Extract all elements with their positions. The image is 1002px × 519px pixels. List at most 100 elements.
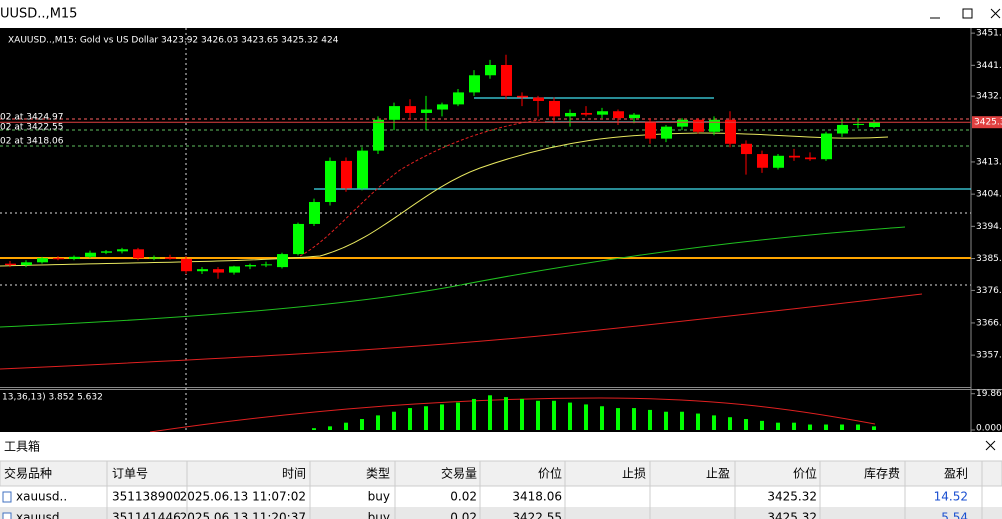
candle-body bbox=[309, 202, 320, 224]
candle-body bbox=[277, 254, 288, 268]
candle-body bbox=[341, 160, 352, 189]
candle-body bbox=[293, 223, 304, 255]
table-cell: 3418.06 bbox=[512, 490, 562, 504]
indicator-bar bbox=[520, 398, 524, 430]
y-tick-label: 3357.3 bbox=[976, 351, 1002, 361]
candle-body bbox=[389, 106, 400, 120]
candle-body bbox=[581, 112, 592, 115]
table-cell: 351141446 bbox=[112, 511, 181, 519]
indicator-bar bbox=[376, 415, 380, 430]
indicator-bar bbox=[696, 413, 700, 430]
candle-body bbox=[661, 126, 672, 139]
candle-body bbox=[53, 258, 64, 260]
table-cell: 14.52 bbox=[934, 490, 968, 504]
column-header: 交易量 bbox=[441, 466, 477, 481]
toolbox: 工具箱 交易品种 订单号 时间 类型 交易量 价位 止损 止盈 价位 库存费 盈利 xauusd.. 3… bbox=[0, 432, 1002, 519]
column-header: 订单号 bbox=[112, 467, 148, 481]
y-tick-label: 3366.7 bbox=[976, 318, 1002, 328]
row-icon bbox=[2, 512, 12, 519]
y-tick-label: 3451.3 bbox=[976, 29, 1002, 39]
candle-body bbox=[709, 119, 720, 132]
column-header: 止盈 bbox=[706, 467, 730, 481]
signal-line bbox=[149, 397, 876, 433]
title-bar bbox=[0, 0, 1002, 28]
indicator-bar bbox=[552, 400, 556, 430]
table-cell: xauusd.. bbox=[16, 511, 67, 519]
indicator-bar bbox=[616, 408, 620, 430]
table-cell: 5.54 bbox=[941, 511, 968, 519]
table-cell: 2025.06.13 11:20:37 bbox=[180, 511, 306, 519]
table-cell: xauusd.. bbox=[16, 490, 67, 504]
candle-body bbox=[805, 157, 816, 160]
candle-body bbox=[789, 155, 800, 158]
indicator-bar bbox=[312, 428, 316, 430]
y-tick-label: 3385.5 bbox=[976, 254, 1002, 264]
level-label: 02 at 3418.06 bbox=[0, 137, 64, 147]
indicator-bar bbox=[504, 397, 508, 430]
indicator-bar bbox=[648, 409, 652, 430]
table-cell: 0.02 bbox=[450, 511, 477, 519]
toolbox-close[interactable] bbox=[985, 440, 996, 451]
indicator-bar bbox=[440, 404, 444, 430]
indicator-bar bbox=[584, 404, 588, 430]
y-tick-label: 3376.2 bbox=[976, 286, 1002, 296]
candle-body bbox=[837, 124, 848, 134]
candle-body bbox=[373, 119, 384, 151]
y-tick-label: 3432.9 bbox=[976, 92, 1002, 102]
candle-body bbox=[213, 269, 224, 273]
candle-body bbox=[357, 150, 368, 189]
candle-body bbox=[453, 92, 464, 105]
indicator-bar bbox=[728, 417, 732, 430]
column-header: 止损 bbox=[622, 467, 646, 481]
candle-body bbox=[469, 75, 480, 93]
candle-body bbox=[613, 111, 624, 119]
moving-average bbox=[299, 119, 541, 257]
candle-body bbox=[181, 258, 192, 272]
column-header: 时间 bbox=[282, 467, 306, 481]
candle-body bbox=[437, 104, 448, 110]
indicator-bar bbox=[408, 408, 412, 430]
candle-body bbox=[821, 133, 832, 160]
candle-body bbox=[693, 119, 704, 132]
indicator-label: 13,36,13) 3.852 5.632 bbox=[2, 393, 103, 403]
indicator-bar bbox=[872, 426, 876, 430]
indicator-bar bbox=[824, 424, 828, 430]
indicator-bar bbox=[776, 422, 780, 430]
candle-body bbox=[165, 257, 176, 259]
chart-header: XAUUSD..,M15: Gold vs US Dollar 3423.92 … bbox=[8, 36, 339, 46]
indicator-bar bbox=[760, 420, 764, 430]
candle-body bbox=[725, 119, 736, 144]
indicator-bar bbox=[792, 422, 796, 430]
table-header bbox=[0, 460, 1002, 487]
candle-body bbox=[501, 64, 512, 96]
candle-body bbox=[757, 154, 768, 168]
indicator-bar bbox=[712, 415, 716, 430]
indicator-bar bbox=[456, 402, 460, 430]
indicator-bar bbox=[856, 424, 860, 430]
candle-body bbox=[533, 97, 544, 101]
maximize-button[interactable] bbox=[962, 8, 973, 19]
candle-body bbox=[405, 106, 416, 113]
column-header: 价位 bbox=[793, 466, 817, 481]
candle-body bbox=[629, 114, 640, 119]
indicator-bar bbox=[664, 411, 668, 430]
indicator-bar bbox=[392, 411, 396, 430]
candle-body bbox=[645, 121, 656, 139]
current-price-box bbox=[972, 116, 1002, 129]
candle-body bbox=[85, 252, 96, 257]
close-button[interactable] bbox=[990, 8, 1001, 19]
level-label: 02 at 3424.97 bbox=[0, 113, 63, 123]
indicator-bar bbox=[568, 402, 572, 430]
candle-body bbox=[869, 122, 880, 127]
candle-body bbox=[69, 256, 80, 259]
indicator-bar bbox=[360, 419, 364, 430]
candle-body bbox=[117, 249, 128, 252]
indicator-bar bbox=[424, 406, 428, 430]
indicator-bar bbox=[680, 411, 684, 430]
column-header: 库存费 bbox=[864, 466, 900, 481]
candle-body bbox=[149, 257, 160, 259]
y-tick-label: 3404.3 bbox=[976, 190, 1002, 200]
indicator-bar bbox=[808, 424, 812, 430]
indicator-bar bbox=[328, 426, 332, 430]
